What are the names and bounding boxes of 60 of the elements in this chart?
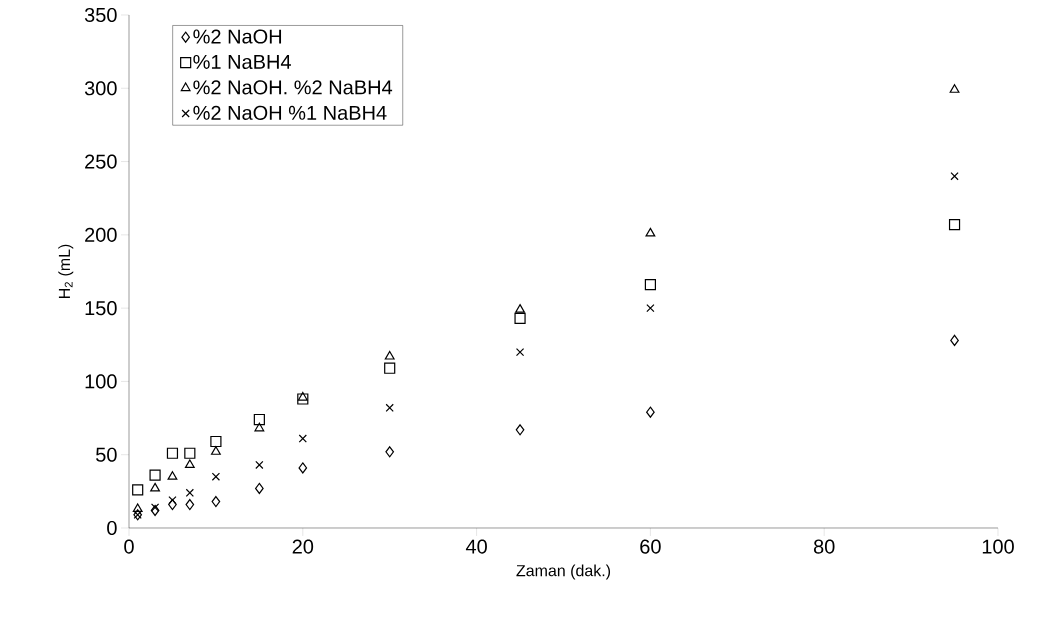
point [150,504,160,516]
point [646,304,655,313]
point [298,462,308,474]
y-tick-label: 150 [85,301,117,316]
point [254,422,265,432]
legend-label: %2 NaOH. %2 NaBH4 [193,80,393,95]
point [210,435,222,448]
point [210,446,221,455]
y-tick-label: 100 [85,374,117,389]
point [211,472,221,481]
point [949,84,960,93]
point [253,413,265,426]
y-tick-label: 250 [85,154,117,169]
legend-label: %1 NaBH4 [193,54,291,69]
point [166,447,179,459]
legend-label: %2 NaOH %1 NaBH4 [193,105,387,120]
point [515,304,525,313]
point [185,488,194,497]
point [167,471,178,480]
x-tick-label: 60 [640,539,661,554]
x-tick-label: 0 [124,539,134,554]
point [297,391,308,401]
y-tick-label: 350 [84,7,117,23]
point [384,350,395,360]
point [385,403,394,412]
point [211,496,221,508]
point [150,503,160,512]
point [132,484,144,496]
point [515,424,525,436]
point [385,446,395,458]
y-tick-label: 200 [85,227,117,242]
point [149,469,161,481]
x-tick-label: 40 [465,539,487,554]
point [646,406,655,418]
point [950,172,959,181]
point [948,218,961,231]
y-tick-label: 300 [84,81,117,96]
point [184,447,196,459]
point [950,334,959,346]
x-tick-label: 100 [982,539,1014,554]
point [168,496,177,505]
x-tick-label: 80 [813,539,835,554]
point [644,279,656,291]
point [150,482,161,492]
point [184,459,195,469]
legend-label: %2 NaOH [193,29,282,44]
y-tick-label: 50 [96,447,117,462]
y-tick-label: 0 [107,520,117,536]
point [132,503,143,513]
point [645,227,656,237]
x-tick-label: 20 [292,539,314,554]
point [514,312,526,324]
point [255,460,264,470]
point [298,434,307,443]
y-axis-title: H$_{2}$ (mL) [58,244,74,298]
point [297,393,309,405]
point [185,498,195,511]
point [384,362,396,374]
point [515,347,525,357]
x-axis-title: Zaman (dak.) [516,564,611,580]
